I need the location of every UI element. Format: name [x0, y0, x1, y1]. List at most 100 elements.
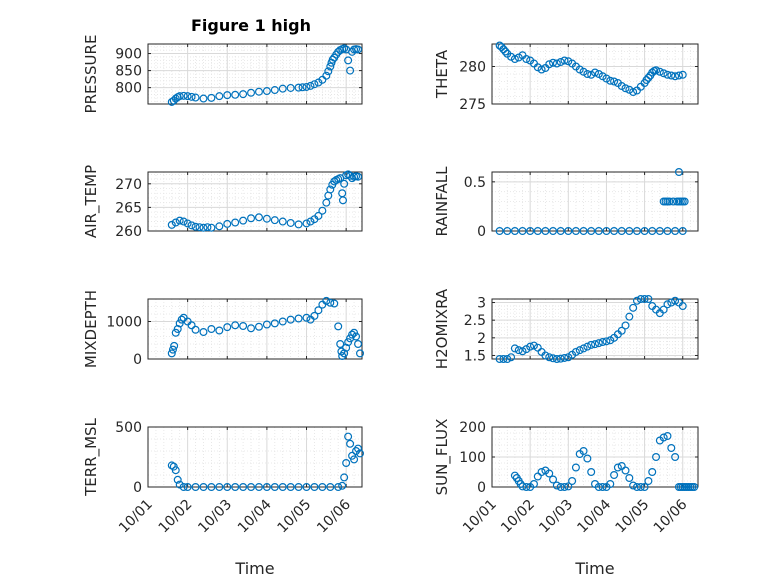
y-tick-label: 0 — [133, 352, 142, 368]
data-point — [302, 82, 311, 91]
data-point — [338, 189, 347, 198]
data-point — [629, 481, 638, 490]
data-point — [183, 92, 192, 101]
y-tick-label: 100 — [459, 450, 486, 466]
data-point — [294, 483, 303, 492]
data-point — [556, 227, 565, 236]
data-point — [610, 227, 619, 236]
axes-box — [491, 43, 699, 105]
data-point — [665, 197, 674, 206]
data-point — [579, 447, 588, 456]
y-tick-label: 200 — [459, 420, 486, 436]
y-tick-label: 850 — [115, 64, 142, 80]
data-point — [667, 298, 676, 307]
data-point — [510, 344, 519, 353]
data-point — [541, 227, 550, 236]
data-point — [187, 92, 196, 101]
data-point — [326, 62, 335, 71]
data-point — [545, 353, 554, 362]
data-point — [187, 321, 196, 330]
x-tick-label: 10/04 — [574, 496, 614, 536]
data-point — [659, 305, 668, 314]
data-point — [318, 206, 327, 215]
data-point — [179, 217, 188, 226]
data-point — [663, 300, 672, 309]
data-point — [610, 77, 619, 86]
data-point — [175, 480, 184, 489]
data-point — [286, 483, 295, 492]
y-axis-label: SUN_FLUX — [433, 419, 452, 496]
y-tick-label: 0 — [477, 224, 486, 240]
data-point — [571, 463, 580, 472]
y-axis-label: RAINFALL — [433, 166, 451, 237]
data-point — [199, 94, 208, 103]
y-tick-label: 270 — [115, 177, 142, 193]
data-point — [215, 92, 224, 101]
data-point — [318, 75, 327, 84]
data-point — [262, 320, 271, 329]
data-point — [322, 198, 331, 207]
data-point — [326, 298, 335, 307]
data-point — [663, 432, 672, 441]
data-point — [507, 353, 516, 362]
data-point — [640, 295, 649, 304]
data-point — [199, 328, 208, 337]
data-point — [552, 59, 561, 68]
x-tick-label: 10/01 — [116, 497, 156, 537]
data-point — [671, 227, 680, 236]
data-point — [346, 171, 355, 180]
data-point — [278, 217, 287, 226]
data-point — [170, 341, 179, 350]
data-point — [278, 483, 287, 492]
data-point — [356, 449, 365, 458]
data-point — [167, 220, 176, 229]
y-tick-label: 3 — [477, 296, 486, 312]
data-point — [215, 222, 224, 231]
data-point — [207, 483, 216, 492]
data-point — [175, 216, 184, 225]
x-axis-label: Time — [234, 559, 274, 578]
data-point — [556, 483, 565, 492]
y-axis-label: MIXDEPTH — [82, 290, 100, 368]
data-point — [183, 483, 192, 492]
data-point — [262, 214, 271, 223]
data-point — [254, 483, 263, 492]
data-point — [678, 227, 687, 236]
data-point — [254, 87, 263, 96]
data-point — [344, 338, 353, 347]
data-point — [191, 222, 200, 231]
data-point — [571, 347, 580, 356]
data-point — [510, 227, 519, 236]
data-point — [179, 483, 188, 492]
x-tick-label: 10/04 — [235, 496, 275, 536]
data-point — [187, 221, 196, 230]
data-point — [354, 172, 363, 181]
x-tick-label: 10/01 — [460, 497, 500, 537]
data-point — [195, 223, 204, 232]
data-point — [350, 328, 359, 337]
data-point — [671, 72, 680, 81]
data-point — [663, 227, 672, 236]
data-point — [575, 346, 584, 355]
y-tick-label: 1.5 — [464, 348, 486, 364]
data-point — [270, 319, 279, 328]
y-axis-label: TERR_MSL — [82, 417, 101, 496]
data-point — [629, 303, 638, 312]
data-point — [587, 468, 596, 477]
x-tick-label: 10/05 — [613, 497, 653, 537]
y-tick-label: 2 — [477, 331, 486, 347]
data-point — [231, 218, 240, 227]
x-tick-label: 10/02 — [498, 497, 538, 537]
data-point — [223, 323, 232, 332]
data-point — [348, 174, 357, 183]
y-axis-label: H2OMIXRA — [433, 288, 451, 369]
data-point — [644, 73, 653, 82]
data-point — [499, 355, 508, 364]
x-tick-label: 10/06 — [314, 496, 354, 536]
data-point — [678, 302, 687, 311]
data-point — [598, 338, 607, 347]
data-point — [602, 227, 611, 236]
data-point — [270, 216, 279, 225]
data-point — [223, 483, 232, 492]
